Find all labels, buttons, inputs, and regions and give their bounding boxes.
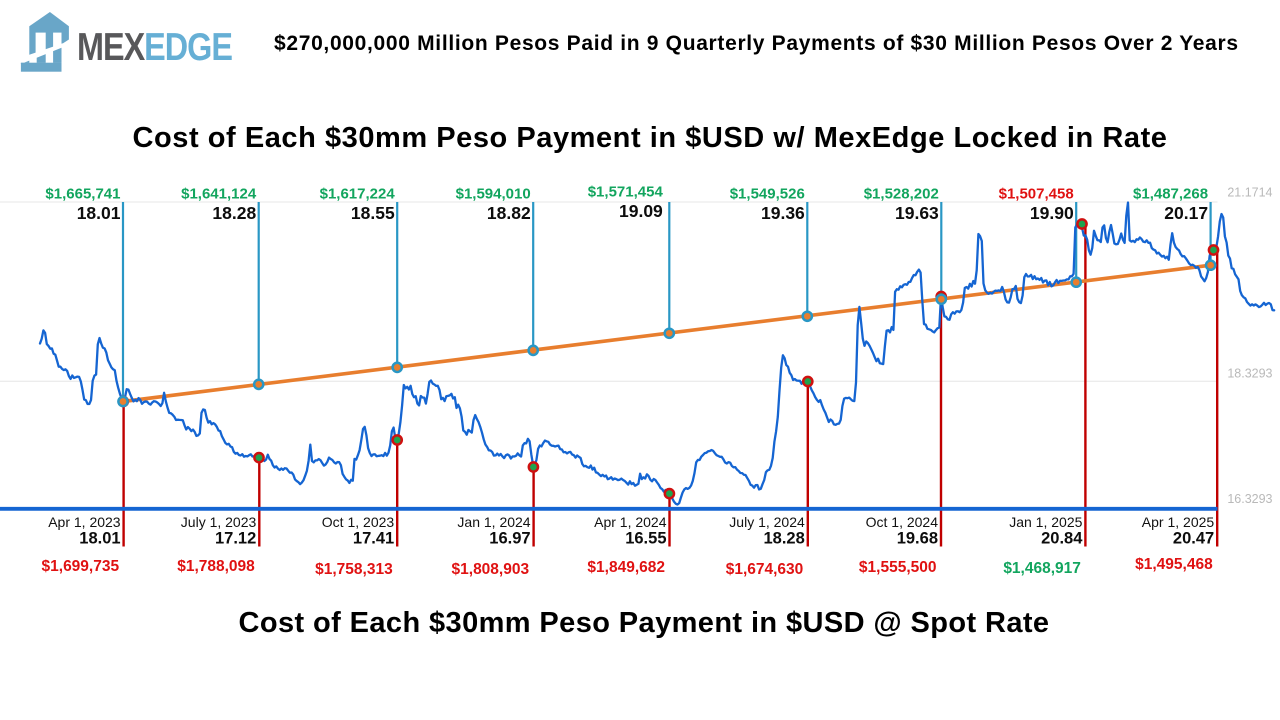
svg-text:18.01: 18.01 [77, 203, 121, 223]
svg-text:18.55: 18.55 [351, 203, 395, 223]
svg-text:$1,788,098: $1,788,098 [177, 558, 255, 575]
svg-text:$1,808,903: $1,808,903 [452, 561, 530, 578]
svg-text:19.90: 19.90 [1030, 203, 1074, 223]
svg-text:16.97: 16.97 [489, 530, 530, 548]
svg-text:18.28: 18.28 [764, 530, 805, 548]
svg-text:18.82: 18.82 [487, 203, 531, 223]
svg-text:20.17: 20.17 [1164, 203, 1208, 223]
svg-text:$1,674,630: $1,674,630 [726, 561, 804, 578]
svg-text:$1,487,268: $1,487,268 [1133, 186, 1208, 203]
svg-text:$1,699,735: $1,699,735 [42, 558, 120, 575]
svg-text:$1,571,454: $1,571,454 [588, 184, 664, 201]
svg-text:19.09: 19.09 [619, 201, 663, 221]
svg-text:$1,507,458: $1,507,458 [999, 186, 1074, 203]
svg-text:Apr 1, 2023: Apr 1, 2023 [48, 514, 121, 530]
svg-text:$1,758,313: $1,758,313 [315, 561, 393, 578]
svg-text:Oct 1, 2024: Oct 1, 2024 [866, 514, 939, 530]
svg-text:$1,849,682: $1,849,682 [587, 559, 665, 576]
svg-text:18.3293: 18.3293 [1227, 367, 1272, 381]
svg-text:$1,617,224: $1,617,224 [320, 186, 396, 203]
svg-text:$1,528,202: $1,528,202 [864, 186, 939, 203]
svg-text:July 1, 2024: July 1, 2024 [729, 514, 805, 530]
svg-text:$1,468,917: $1,468,917 [1003, 560, 1081, 577]
svg-text:17.12: 17.12 [215, 530, 256, 548]
svg-text:18.01: 18.01 [79, 530, 120, 548]
svg-text:16.55: 16.55 [625, 530, 666, 548]
svg-text:$1,641,124: $1,641,124 [181, 186, 257, 203]
svg-text:$1,549,526: $1,549,526 [730, 186, 805, 203]
svg-text:19.68: 19.68 [897, 530, 938, 548]
svg-text:Jan 1, 2024: Jan 1, 2024 [457, 514, 530, 530]
svg-text:18.28: 18.28 [212, 203, 256, 223]
svg-text:19.36: 19.36 [761, 203, 805, 223]
svg-text:$1,594,010: $1,594,010 [456, 186, 531, 203]
svg-text:$1,495,468: $1,495,468 [1135, 556, 1213, 573]
svg-text:21.1714: 21.1714 [1227, 186, 1272, 200]
svg-text:July 1, 2023: July 1, 2023 [181, 514, 257, 530]
svg-text:Apr 1, 2025: Apr 1, 2025 [1142, 514, 1215, 530]
svg-text:Jan 1, 2025: Jan 1, 2025 [1009, 514, 1082, 530]
svg-text:$1,665,741: $1,665,741 [45, 186, 120, 203]
svg-text:17.41: 17.41 [353, 530, 394, 548]
svg-text:Oct 1, 2023: Oct 1, 2023 [322, 514, 395, 530]
svg-text:Apr 1, 2024: Apr 1, 2024 [594, 514, 667, 530]
svg-text:19.63: 19.63 [895, 203, 939, 223]
svg-text:16.3293: 16.3293 [1227, 492, 1272, 506]
svg-text:$1,555,500: $1,555,500 [859, 559, 937, 576]
svg-text:20.84: 20.84 [1041, 530, 1083, 548]
svg-text:20.47: 20.47 [1173, 530, 1214, 548]
